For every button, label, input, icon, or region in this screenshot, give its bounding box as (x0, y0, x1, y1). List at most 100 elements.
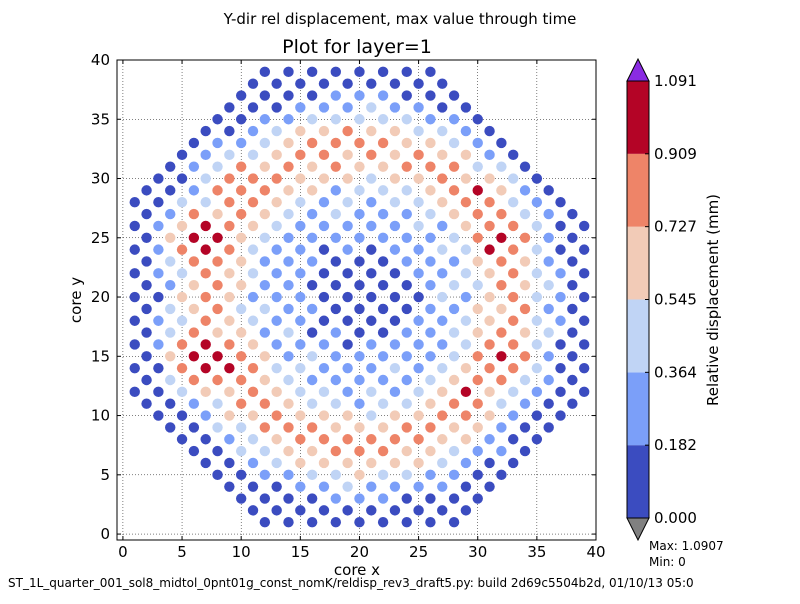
colorbar-tick-label: 0.909 (654, 145, 697, 163)
data-point (271, 102, 282, 113)
data-point (460, 481, 472, 492)
data-point (200, 339, 211, 350)
data-point (141, 208, 152, 220)
data-point (401, 90, 412, 101)
data-point (165, 374, 176, 386)
data-point (437, 125, 448, 137)
y-axis-label: core y (67, 277, 85, 323)
x-tick-label: 40 (586, 543, 605, 561)
data-point (543, 422, 554, 433)
data-point (531, 410, 543, 421)
data-point (295, 339, 306, 350)
x-tick-label: 35 (527, 543, 546, 561)
data-point (318, 78, 330, 89)
data-point (354, 469, 365, 481)
data-point (425, 279, 436, 291)
x-tick-label: 10 (232, 543, 251, 561)
data-point (200, 457, 211, 469)
data-point (295, 149, 306, 161)
data-point (235, 469, 247, 481)
data-point (235, 327, 247, 338)
data-point (153, 339, 164, 350)
data-point (543, 279, 554, 291)
data-point (212, 445, 223, 457)
data-point (271, 315, 282, 326)
data-point (437, 315, 448, 326)
data-point (567, 256, 578, 267)
data-point (472, 374, 483, 386)
data-point (354, 303, 365, 315)
data-point (318, 125, 330, 137)
data-point (413, 220, 424, 232)
data-point (259, 66, 271, 78)
data-point (271, 149, 282, 161)
data-point (200, 244, 211, 255)
data-point (401, 232, 412, 243)
data-point (188, 208, 200, 220)
data-point (555, 244, 566, 255)
data-point (259, 185, 271, 196)
data-point (354, 114, 365, 125)
data-point (259, 517, 271, 528)
data-point (366, 362, 377, 374)
data-point (295, 505, 306, 516)
data-point (330, 517, 342, 528)
data-point (460, 339, 472, 350)
data-point (271, 457, 282, 469)
data-point (295, 434, 306, 445)
data-point (318, 220, 330, 232)
data-point (295, 386, 306, 398)
data-point (496, 279, 507, 291)
data-point (413, 505, 424, 516)
data-point (188, 422, 200, 433)
data-point (484, 315, 495, 326)
data-point (425, 493, 436, 504)
data-point (460, 315, 472, 326)
data-point (235, 279, 247, 291)
data-point (212, 232, 223, 243)
data-point (377, 445, 389, 457)
x-axis-label: core x (334, 561, 380, 579)
data-point (283, 208, 294, 220)
data-point (401, 327, 412, 338)
x-tick-label: 25 (409, 543, 428, 561)
data-point (153, 362, 164, 374)
data-point (508, 268, 519, 279)
data-point (354, 137, 365, 149)
data-point (330, 208, 342, 220)
y-tick-label: 15 (91, 347, 110, 365)
data-point (555, 386, 566, 398)
data-point (318, 197, 330, 208)
data-point (496, 208, 507, 220)
data-point (508, 386, 519, 398)
data-point (306, 114, 318, 125)
data-point (212, 256, 223, 267)
data-point (259, 351, 271, 362)
data-point (224, 220, 235, 232)
data-point (153, 173, 164, 184)
data-point (129, 362, 140, 374)
data-point (271, 125, 282, 137)
data-point (224, 102, 235, 113)
data-point (330, 232, 342, 243)
data-point (342, 315, 353, 326)
data-point (235, 90, 247, 101)
data-point (437, 339, 448, 350)
data-point (330, 493, 342, 504)
data-point (165, 422, 176, 433)
data-point (200, 291, 211, 303)
plot-border (116, 59, 597, 541)
data-point (484, 149, 495, 161)
data-point (460, 386, 472, 398)
data-point (188, 351, 200, 362)
data-point (519, 256, 531, 267)
data-point (425, 185, 436, 196)
data-point (306, 469, 318, 481)
data-point (342, 125, 353, 137)
data-point (366, 505, 377, 516)
data-point (460, 291, 472, 303)
data-point (496, 256, 507, 267)
data-point (508, 244, 519, 255)
data-point (283, 114, 294, 125)
figure-suptitle: Y-dir rel displacement, max value throug… (223, 10, 577, 28)
